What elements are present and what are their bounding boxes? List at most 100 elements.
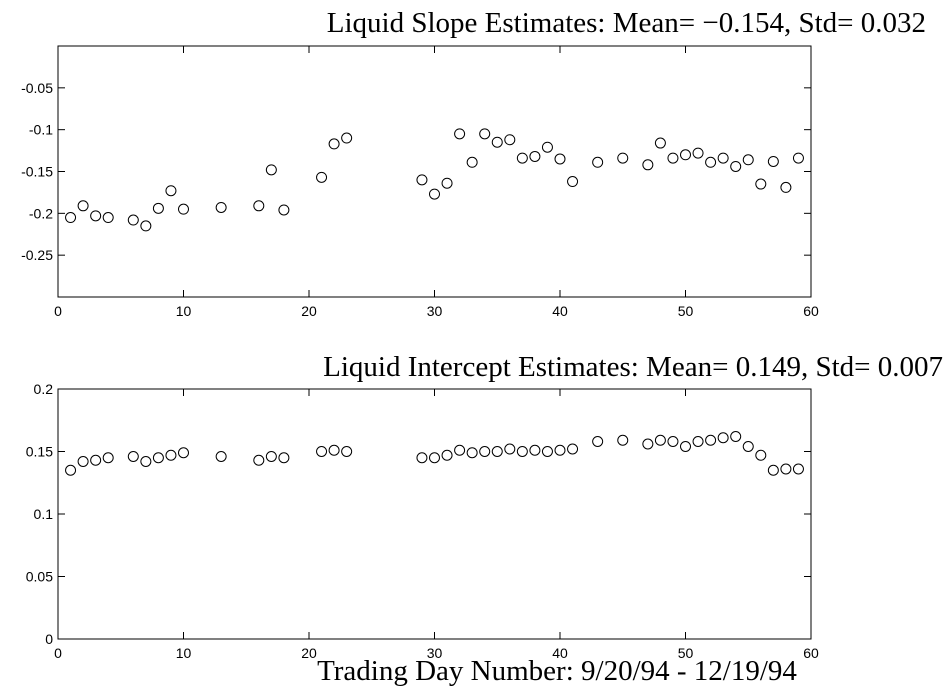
data-point: [504, 443, 516, 455]
data-point: [617, 152, 629, 164]
data-point: [767, 464, 779, 476]
x-tick-label: 50: [678, 303, 694, 319]
data-point: [567, 176, 579, 188]
data-point: [140, 456, 152, 467]
data-point: [780, 463, 792, 475]
data-point: [541, 446, 553, 457]
data-point: [65, 212, 77, 224]
data-point: [742, 441, 754, 452]
data-point: [90, 454, 102, 466]
data-point: [491, 446, 503, 457]
data-point: [617, 434, 629, 446]
data-point: [730, 431, 742, 442]
x-tick-label: 30: [427, 645, 443, 661]
data-point: [466, 447, 478, 459]
data-point: [491, 136, 503, 148]
data-point: [780, 181, 792, 193]
x-tick-label: 0: [54, 303, 62, 319]
y-tick-label: -0.1: [29, 122, 53, 138]
data-point: [178, 447, 189, 459]
data-point: [692, 436, 704, 447]
data-point: [516, 446, 528, 457]
data-point: [416, 452, 428, 464]
data-point: [265, 164, 277, 176]
data-point: [717, 152, 729, 164]
y-tick-label: 0: [45, 631, 53, 647]
data-point: [90, 210, 102, 222]
data-point: [278, 204, 290, 216]
data-point: [755, 178, 767, 190]
data-point: [454, 128, 466, 140]
data-point: [253, 200, 265, 212]
x-tick-label: 40: [552, 303, 568, 319]
data-point: [554, 444, 566, 456]
data-point: [730, 160, 742, 172]
data-point: [479, 128, 491, 140]
data-point: [215, 201, 227, 213]
data-point: [479, 446, 491, 457]
chart-title: Liquid Slope Estimates: Mean= −0.154, St…: [327, 7, 926, 39]
data-point: [642, 159, 654, 171]
y-tick-label: 0.05: [26, 569, 53, 585]
data-point: [441, 177, 453, 189]
data-point: [692, 147, 704, 159]
data-point: [567, 443, 579, 455]
data-point: [328, 138, 340, 150]
data-point: [667, 152, 679, 164]
data-point: [253, 454, 265, 466]
data-point: [667, 436, 679, 447]
chart-title: Liquid Intercept Estimates: Mean= 0.149,…: [323, 351, 943, 383]
data-point: [77, 200, 89, 212]
x-tick-label: 40: [552, 645, 568, 661]
y-tick-label: -0.2: [29, 205, 53, 221]
data-point: [429, 452, 440, 464]
data-point: [529, 150, 541, 162]
data-point: [654, 434, 666, 446]
data-point: [278, 452, 290, 464]
data-point: [792, 463, 804, 475]
data-point: [416, 174, 428, 186]
data-point: [102, 212, 114, 224]
data-point: [127, 451, 139, 462]
data-point: [165, 449, 177, 461]
x-tick-label: 10: [176, 303, 192, 319]
data-point: [592, 156, 604, 168]
data-point: [429, 188, 440, 200]
data-point: [717, 432, 729, 444]
data-point: [152, 452, 164, 464]
x-tick-label: 20: [301, 303, 317, 319]
data-point: [152, 202, 164, 214]
x-tick-label: 0: [54, 645, 62, 661]
data-point: [441, 449, 453, 461]
data-point: [140, 220, 152, 232]
data-point: [265, 451, 277, 462]
data-point: [127, 214, 139, 226]
x-tick-label: 10: [176, 645, 192, 661]
data-point: [654, 137, 666, 149]
data-point: [454, 444, 466, 456]
x-axis-label: Trading Day Number: 9/20/94 - 12/19/94: [317, 655, 797, 686]
data-point: [792, 152, 804, 164]
data-point: [316, 446, 328, 457]
y-tick-label: 0.2: [34, 381, 54, 397]
data-point: [755, 449, 767, 461]
y-tick-label: -0.25: [21, 247, 53, 263]
data-point: [102, 452, 114, 464]
data-point: [316, 171, 328, 183]
data-point: [165, 185, 177, 197]
y-tick-label: -0.15: [21, 164, 53, 180]
x-tick-label: 20: [301, 645, 317, 661]
data-point: [541, 141, 553, 153]
data-point: [77, 456, 89, 467]
data-point: [466, 156, 478, 168]
plot-area: [57, 388, 812, 640]
data-point: [705, 156, 717, 168]
data-point: [215, 451, 227, 462]
data-point: [554, 153, 566, 165]
x-tick-label: 60: [803, 645, 819, 661]
y-tick-label: 0.1: [34, 506, 54, 522]
x-tick-label: 50: [678, 645, 694, 661]
data-point: [767, 155, 779, 167]
data-point: [742, 154, 754, 166]
